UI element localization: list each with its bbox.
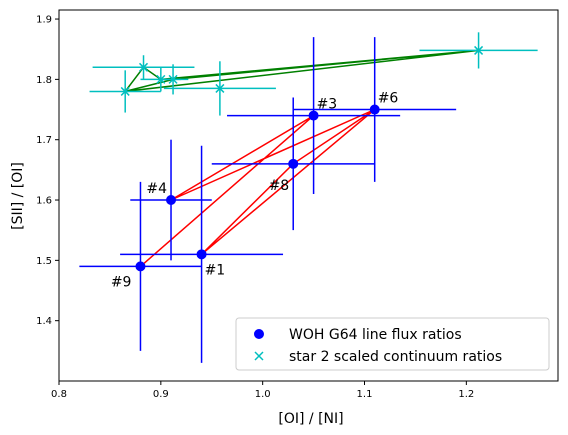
y-tick-label: 1.5: [36, 256, 52, 267]
point-label: #1: [205, 262, 226, 278]
x-tick-label: 0.9: [153, 389, 169, 400]
x-tick-label: 1.0: [255, 389, 271, 400]
y-tick-label: 1.6: [36, 196, 52, 207]
x-tick-label: 1.1: [357, 389, 373, 400]
legend-x-marker: [254, 351, 264, 361]
connection-lines: [124, 49, 479, 267]
circle-marker: [196, 249, 207, 260]
circle-marker: [135, 261, 146, 272]
legend: WOH G64 line flux ratios star 2 scaled co…: [235, 317, 550, 371]
error-bars: [79, 32, 538, 363]
point-label: #4: [146, 181, 167, 197]
x-marker: [168, 74, 178, 84]
data-markers: [120, 45, 484, 272]
legend-label: star 2 scaled continuum ratios: [289, 349, 502, 365]
point-label: #8: [269, 178, 290, 194]
y-axis-label: [SII] / [OI]: [10, 162, 26, 230]
circle-marker: [166, 195, 177, 206]
axis-ticks: 0.8 0.9 1.0 1.1 1.2 1.4 1.5 1.6 1.7 1.8 1.9: [36, 15, 474, 400]
y-tick-label: 1.8: [36, 75, 52, 86]
circle-marker: [288, 158, 299, 169]
point-labels: #1 #3 #4 #6 #8 #9: [111, 91, 399, 291]
plot-frame: [58, 9, 559, 382]
x-marker: [474, 45, 484, 55]
y-tick-label: 1.7: [36, 135, 52, 146]
point-label: #3: [317, 97, 338, 113]
point-label: #6: [378, 91, 399, 107]
legend-circle-marker: [254, 329, 264, 339]
x-tick-label: 0.8: [51, 389, 67, 400]
circle-marker: [369, 104, 380, 115]
legend-label: WOH G64 line flux ratios: [289, 327, 462, 343]
connection-line-1: [140, 108, 376, 267]
point-label: #9: [111, 274, 132, 290]
connection-line-2: [124, 49, 479, 93]
x-axis-label: [OI] / [NI]: [278, 411, 343, 427]
x-tick-label: 1.2: [458, 389, 474, 400]
x-marker: [215, 83, 225, 93]
legend-box: [235, 317, 550, 371]
x-marker: [120, 86, 130, 96]
x-marker: [156, 74, 166, 84]
y-tick-label: 1.9: [36, 15, 52, 26]
circle-marker: [308, 110, 319, 121]
x-marker: [138, 62, 149, 72]
y-tick-label: 1.4: [36, 316, 52, 327]
